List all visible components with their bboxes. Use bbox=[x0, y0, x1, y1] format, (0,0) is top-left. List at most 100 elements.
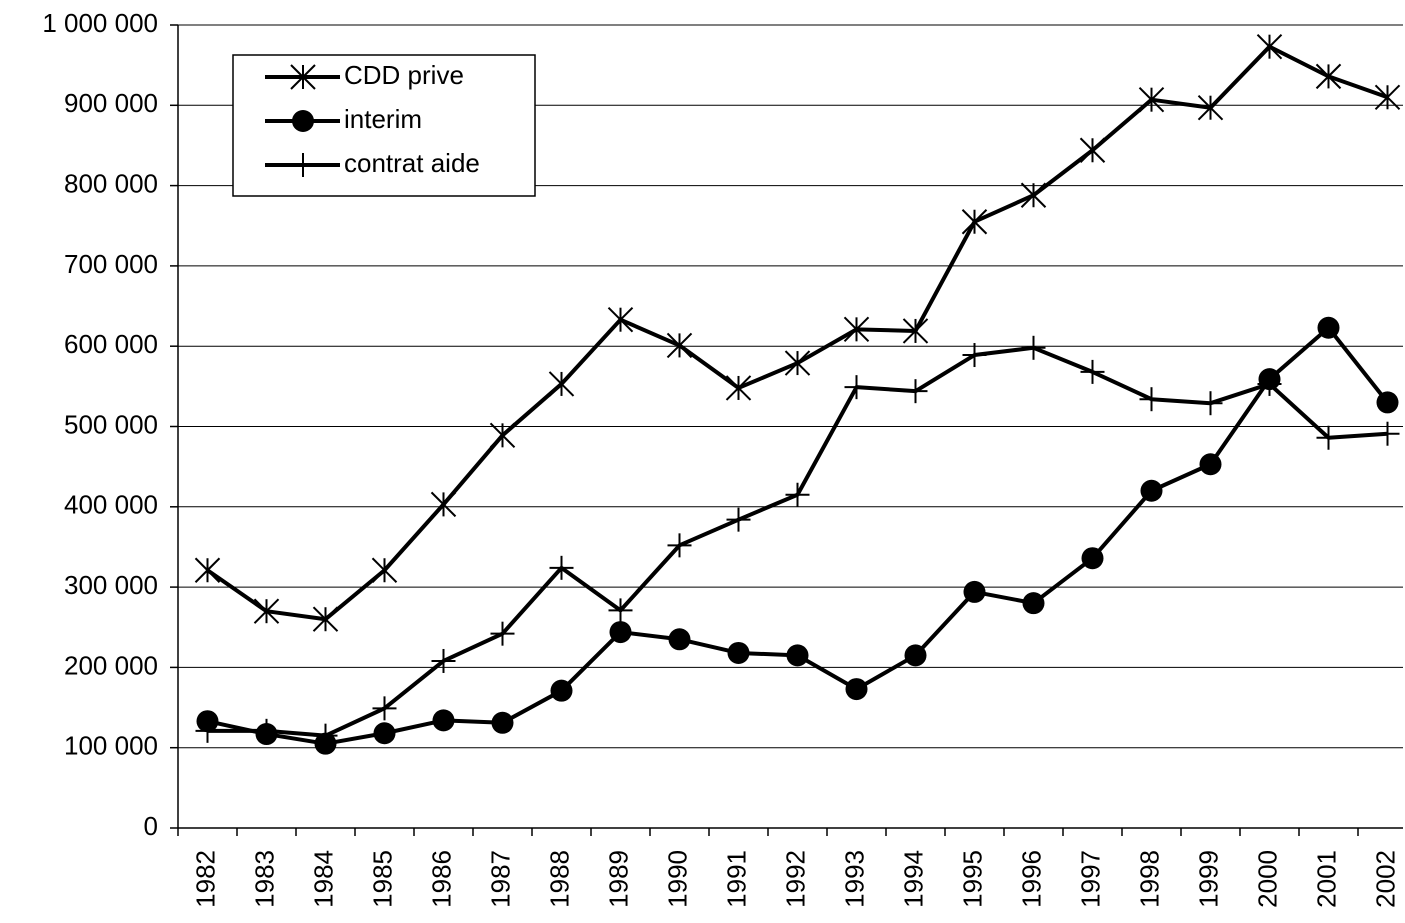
y-tick-label: 0 bbox=[144, 811, 158, 841]
point bbox=[1198, 391, 1223, 416]
y-tick-label: 500 000 bbox=[64, 409, 158, 439]
point bbox=[1081, 547, 1104, 570]
marker-shape bbox=[609, 621, 632, 644]
legend-box bbox=[232, 54, 536, 197]
point bbox=[1257, 371, 1282, 396]
point bbox=[1197, 95, 1224, 121]
point bbox=[372, 696, 397, 721]
point bbox=[786, 644, 809, 667]
marker-shape bbox=[668, 628, 691, 651]
point bbox=[1199, 453, 1222, 476]
y-tick-label: 200 000 bbox=[64, 650, 158, 680]
marker-shape bbox=[1317, 316, 1340, 339]
point bbox=[431, 648, 456, 673]
legend-label: interim bbox=[344, 104, 422, 134]
point bbox=[373, 722, 396, 745]
point bbox=[1080, 359, 1105, 384]
legend-marker bbox=[290, 64, 316, 90]
x-tick-label: 1990 bbox=[662, 850, 692, 908]
x-tick-label: 1999 bbox=[1193, 850, 1223, 908]
point bbox=[843, 316, 870, 343]
x-tick-label: 1994 bbox=[898, 850, 928, 908]
point bbox=[312, 606, 339, 632]
x-tick-label: 2000 bbox=[1252, 850, 1282, 908]
x-tick-label: 2002 bbox=[1370, 850, 1400, 908]
legend-label: contrat aide bbox=[344, 148, 480, 178]
point bbox=[1317, 316, 1340, 339]
point bbox=[961, 209, 988, 235]
point bbox=[1374, 84, 1401, 110]
marker-shape bbox=[550, 679, 573, 702]
y-tick-label: 800 000 bbox=[64, 168, 158, 198]
x-tick-label: 1982 bbox=[190, 850, 220, 908]
point bbox=[1139, 387, 1164, 412]
x-tick-label: 1992 bbox=[780, 850, 810, 908]
point bbox=[962, 343, 987, 368]
point bbox=[432, 709, 455, 732]
point bbox=[371, 557, 398, 583]
point bbox=[667, 533, 692, 558]
point bbox=[253, 598, 280, 624]
x-tick-label: 1998 bbox=[1134, 850, 1164, 908]
x-tick-label: 1995 bbox=[957, 850, 987, 908]
point bbox=[1315, 63, 1342, 90]
marker-shape bbox=[1140, 479, 1163, 502]
x-tick-label: 1993 bbox=[839, 850, 869, 908]
x-tick-label: 1989 bbox=[603, 850, 633, 908]
marker-shape bbox=[963, 580, 986, 603]
marker-shape bbox=[1199, 453, 1222, 476]
point bbox=[609, 621, 632, 644]
point bbox=[549, 555, 574, 580]
point bbox=[550, 679, 573, 702]
point bbox=[725, 375, 752, 401]
point bbox=[430, 491, 457, 518]
point bbox=[1079, 137, 1106, 163]
point bbox=[784, 350, 811, 376]
x-tick-label: 1996 bbox=[1016, 850, 1046, 908]
point bbox=[608, 598, 633, 623]
marker-shape bbox=[1081, 547, 1104, 570]
x-tick-label: 1991 bbox=[721, 850, 751, 908]
point bbox=[902, 318, 929, 344]
point bbox=[491, 711, 514, 734]
marker-shape bbox=[373, 722, 396, 745]
point bbox=[845, 678, 868, 701]
x-tick-label: 1997 bbox=[1075, 850, 1105, 908]
y-tick-label: 1 000 000 bbox=[42, 8, 158, 38]
point bbox=[726, 507, 751, 532]
point bbox=[844, 375, 869, 400]
x-tick-label: 1986 bbox=[426, 850, 456, 908]
point bbox=[313, 723, 338, 748]
point bbox=[607, 306, 634, 333]
point bbox=[194, 557, 221, 583]
point bbox=[548, 371, 575, 397]
point bbox=[1256, 33, 1283, 60]
point bbox=[1022, 592, 1045, 615]
legend-marker bbox=[292, 110, 314, 132]
marker-shape bbox=[491, 711, 514, 734]
legend-label: CDD prive bbox=[344, 60, 464, 90]
point bbox=[666, 332, 693, 359]
y-tick-label: 900 000 bbox=[64, 88, 158, 118]
point bbox=[727, 641, 750, 664]
x-tick-label: 1983 bbox=[249, 850, 279, 908]
marker-shape bbox=[786, 644, 809, 667]
point bbox=[254, 718, 279, 743]
point bbox=[489, 422, 516, 449]
point bbox=[195, 718, 220, 743]
series-line bbox=[207, 325, 1390, 746]
y-tick-label: 100 000 bbox=[64, 731, 158, 761]
x-tick-label: 1985 bbox=[367, 850, 397, 908]
point bbox=[1021, 335, 1046, 360]
point bbox=[668, 628, 691, 651]
marker-shape bbox=[1376, 391, 1399, 414]
marker-shape bbox=[292, 110, 314, 132]
marker-shape bbox=[904, 644, 927, 667]
x-tick-label: 1988 bbox=[544, 850, 574, 908]
point bbox=[963, 580, 986, 603]
point bbox=[1316, 425, 1341, 450]
x-tick-label: 2001 bbox=[1311, 850, 1341, 908]
marker-shape bbox=[1022, 592, 1045, 615]
point bbox=[1020, 182, 1047, 208]
